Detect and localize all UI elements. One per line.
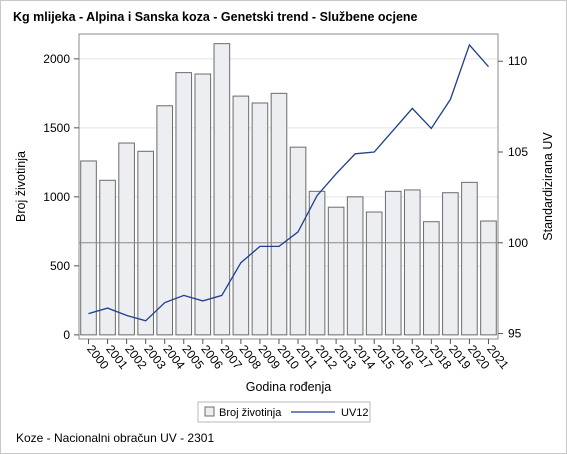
y-axis-title-left: Broj životinja [14,151,28,222]
plot-border [78,33,499,340]
legend-box [197,401,371,423]
bar-2018 [423,221,440,336]
bar-2001 [99,179,116,336]
bar-2002 [118,142,135,336]
right-tick-label: 105 [508,145,528,159]
left-tick-label: 1500 [43,121,70,135]
bar-2017 [403,189,421,336]
right-tick-label: 110 [508,54,527,68]
bar-2007 [213,43,231,336]
bar-2006 [194,73,212,336]
bar-2021 [480,220,497,336]
bar-2005 [175,72,193,336]
left-tick-label: 2000 [43,52,70,66]
bar-2009 [251,102,269,336]
line-uv12 [88,43,489,322]
right-tick-label: 95 [508,327,522,341]
bar-2020 [461,181,478,336]
legend-label-bar: Broj životinja [219,407,282,419]
bar-2008 [232,95,250,336]
right-tick-label: 100 [508,236,528,250]
chart-title: Kg mlijeka - Alpina i Sanska koza - Gene… [13,10,418,24]
footnote: Koze - Nacionalni obračun UV - 2301 [16,431,215,445]
x-axis-title: Godina rođenja [246,380,332,394]
bar-2019 [442,192,459,336]
legend-swatch-bar [204,406,215,417]
legend-label-line: UV12 [341,407,369,419]
bar-2000 [80,160,97,336]
bar-2012 [308,190,326,336]
bar-2011 [289,146,307,336]
bar-2014 [346,196,364,336]
y-axis-title-right: Standardizirana UV [541,132,555,241]
bar-2004 [156,105,174,336]
bar-2013 [327,206,345,336]
left-tick-label: 500 [50,259,70,273]
left-tick-label: 0 [63,328,70,342]
left-tick-label: 1000 [43,190,70,204]
bar-2015 [365,211,383,336]
bar-2016 [384,190,402,336]
bar-2010 [270,92,288,336]
